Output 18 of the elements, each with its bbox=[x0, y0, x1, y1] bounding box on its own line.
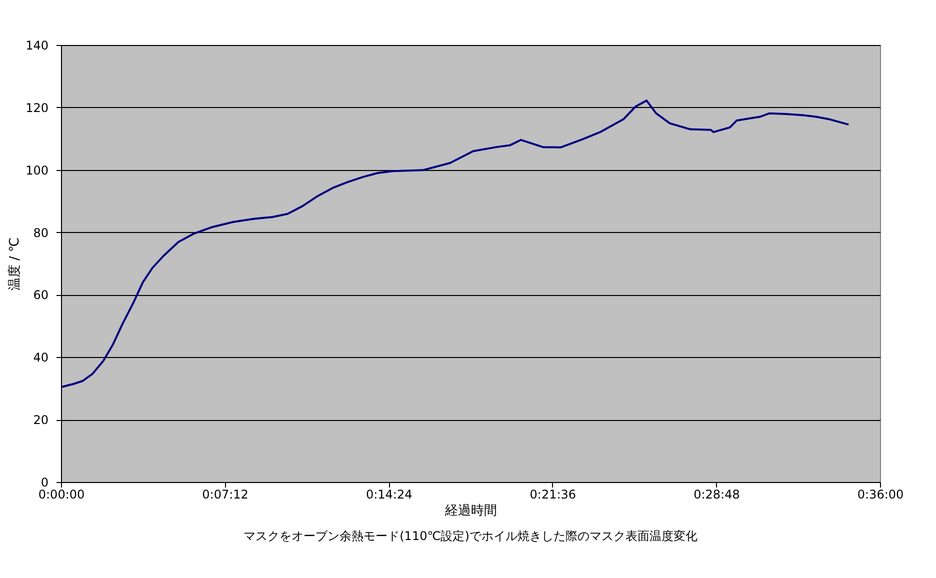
line-series bbox=[60, 100, 850, 388]
y-tick-label: 40 bbox=[33, 350, 48, 365]
x-tick-label: 0:14:24 bbox=[366, 488, 412, 502]
y-tick-label: 60 bbox=[33, 288, 48, 302]
x-axis-title: 経過時間 bbox=[444, 504, 497, 518]
x-tick-label: 0:00:00 bbox=[38, 488, 85, 502]
x-tick-label: 0:28:48 bbox=[694, 488, 740, 502]
y-tick-label: 20 bbox=[33, 413, 48, 428]
x-tick-label: 0:07:12 bbox=[202, 488, 248, 502]
x-tick-label: 0:36:00 bbox=[857, 488, 904, 502]
text: マスクをオーブン余熱モード(110℃設定)でホイル焼きした際のマスク表面温度変化 bbox=[244, 529, 698, 543]
y-tick-label: 0 bbox=[40, 476, 48, 490]
y-tick-label: 120 bbox=[26, 100, 48, 115]
x-tick-label: 0:21:36 bbox=[530, 488, 576, 502]
y-tick-label: 100 bbox=[26, 163, 48, 178]
y-tick-label: 140 bbox=[26, 38, 48, 52]
y-tick-label: 80 bbox=[33, 226, 48, 240]
y-axis-title: 温度 / ℃ bbox=[6, 237, 23, 291]
